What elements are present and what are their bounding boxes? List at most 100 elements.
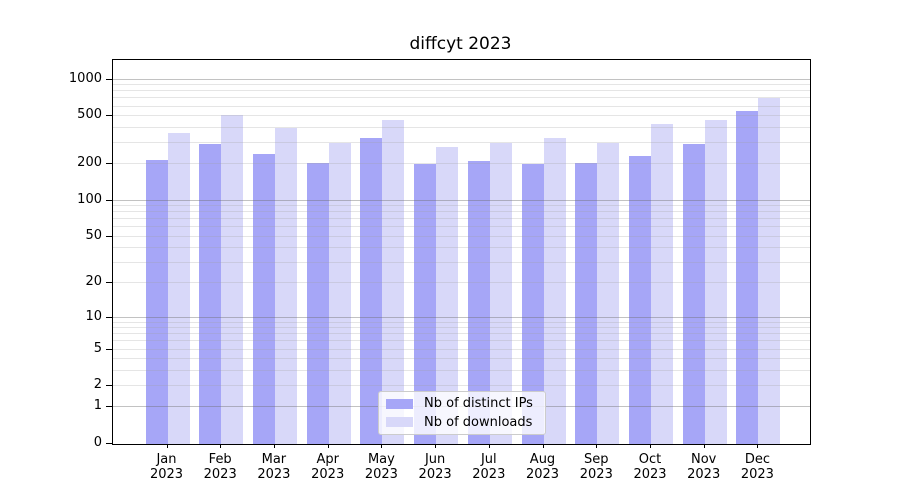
- grid-line-minor: [113, 218, 810, 220]
- x-tick-label: Dec 2023: [740, 452, 774, 482]
- y-tick-mark: [106, 282, 112, 284]
- legend-swatch-distinct-ips: [386, 398, 413, 409]
- grid-line-minor: [113, 105, 810, 107]
- y-tick-mark: [106, 115, 112, 117]
- chart-title: diffcyt 2023: [409, 34, 512, 54]
- y-tick-mark: [106, 385, 112, 387]
- x-tick-label: Apr 2023: [311, 452, 345, 482]
- x-tick-mark: [327, 444, 329, 448]
- grid-line-minor: [113, 348, 810, 350]
- x-tick-mark: [435, 444, 437, 448]
- grid-line-minor: [113, 247, 810, 249]
- legend-label-downloads: Nb of downloads: [424, 414, 533, 430]
- x-tick-mark: [757, 444, 759, 448]
- bar-distinct-ips: [199, 144, 222, 444]
- y-tick-mark: [106, 316, 112, 318]
- bar-distinct-ips: [414, 163, 437, 444]
- bar-downloads: [221, 114, 244, 444]
- y-tick-label: 5: [93, 340, 102, 356]
- grid-line-minor: [113, 226, 810, 228]
- gridlines-layer: [113, 60, 810, 444]
- grid-line-minor: [113, 115, 810, 117]
- x-tick-mark: [542, 444, 544, 448]
- bar-downloads: [328, 143, 351, 444]
- bar-downloads: [651, 124, 673, 444]
- y-tick-mark: [106, 348, 112, 350]
- grid-line-minor: [113, 282, 810, 284]
- grid-line-minor: [113, 205, 810, 207]
- x-tick-mark: [166, 444, 168, 448]
- grid-line-minor: [113, 321, 810, 323]
- grid-line-minor: [113, 340, 810, 342]
- x-tick-label: Feb 2023: [203, 452, 237, 482]
- bar-distinct-ips: [736, 110, 759, 444]
- grid-line-minor: [113, 142, 810, 143]
- x-tick-mark: [220, 444, 222, 448]
- x-tick-mark: [488, 444, 490, 448]
- x-tick-label: Jan 2023: [149, 452, 184, 482]
- bar-downloads: [543, 138, 566, 444]
- y-tick-mark: [106, 199, 112, 201]
- grid-line-minor: [113, 385, 810, 387]
- y-tick-mark: [106, 78, 112, 80]
- legend: Nb of distinct IPs Nb of downloads: [378, 391, 546, 435]
- x-tick-label: Nov 2023: [687, 452, 721, 482]
- bar-downloads: [597, 143, 620, 444]
- bar-distinct-ips: [145, 159, 168, 444]
- grid-line-major: [113, 199, 810, 201]
- legend-swatch-downloads: [386, 417, 413, 428]
- bars-layer: [113, 60, 810, 444]
- bar-downloads: [436, 147, 459, 444]
- grid-line-minor: [113, 369, 810, 371]
- x-tick-mark: [381, 444, 383, 448]
- y-tick-mark: [106, 235, 112, 237]
- x-tick-label: Oct 2023: [633, 452, 667, 482]
- grid-line-major: [113, 316, 810, 318]
- y-tick-mark: [106, 163, 112, 165]
- y-tick-label: 1: [93, 398, 102, 414]
- grid-line-minor: [113, 84, 810, 86]
- bar-distinct-ips: [467, 160, 490, 444]
- x-tick-label: Aug 2023: [525, 452, 560, 482]
- legend-row-distinct-ips: Nb of distinct IPs: [386, 396, 538, 412]
- bar-downloads: [758, 97, 781, 444]
- bar-distinct-ips: [360, 138, 383, 444]
- grid-line-minor: [113, 126, 810, 128]
- x-tick-mark: [596, 444, 598, 448]
- y-tick-label: 20: [85, 274, 102, 290]
- grid-line-minor: [113, 211, 810, 213]
- y-tick-mark: [106, 406, 112, 408]
- grid-line-minor: [113, 327, 810, 329]
- bar-downloads: [704, 119, 727, 444]
- x-tick-label: Mar 2023: [257, 452, 291, 482]
- plot-area: [112, 59, 811, 445]
- x-tick-label: Sep 2023: [579, 452, 613, 482]
- y-tick-label: 100: [77, 191, 102, 207]
- y-tick-label: 2: [93, 377, 102, 393]
- grid-line-minor: [113, 97, 810, 99]
- y-tick-mark: [106, 443, 112, 444]
- x-tick-mark: [273, 444, 275, 448]
- x-tick-mark: [703, 444, 705, 448]
- bar-downloads: [167, 132, 190, 444]
- bar-distinct-ips: [575, 162, 598, 444]
- bar-distinct-ips: [521, 164, 544, 444]
- legend-row-downloads: Nb of downloads: [386, 415, 538, 431]
- y-tick-label: 10: [85, 308, 102, 324]
- bar-distinct-ips: [306, 163, 329, 444]
- legend-label-distinct-ips: Nb of distinct IPs: [424, 396, 533, 412]
- grid-line-minor: [113, 163, 810, 165]
- x-tick-label: Jun 2023: [418, 452, 452, 482]
- grid-line-minor: [113, 235, 810, 237]
- x-tick-label: May 2023: [364, 452, 398, 482]
- grid-line-minor: [113, 90, 810, 92]
- y-tick-label: 500: [77, 107, 102, 123]
- y-tick-label: 200: [77, 155, 102, 171]
- x-tick-mark: [650, 444, 651, 448]
- bar-downloads: [489, 143, 512, 444]
- y-tick-label: 0: [93, 435, 102, 450]
- y-tick-label: 1000: [68, 70, 102, 86]
- bar-downloads: [382, 119, 405, 444]
- grid-line-major: [113, 78, 810, 80]
